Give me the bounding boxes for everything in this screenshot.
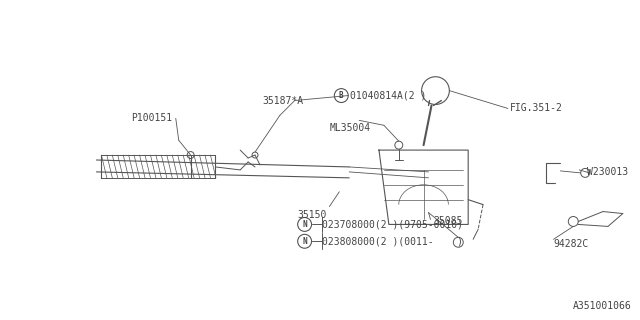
Text: N: N	[302, 237, 307, 246]
Text: P100151: P100151	[131, 113, 172, 124]
Text: 94282C: 94282C	[554, 239, 589, 249]
Text: N: N	[302, 220, 307, 229]
Text: ML35004: ML35004	[330, 123, 371, 133]
Text: A351001066: A351001066	[573, 301, 632, 311]
Text: 023808000(2 )(0011-    ): 023808000(2 )(0011- )	[323, 236, 463, 246]
Text: 01040814A(2 ): 01040814A(2 )	[350, 91, 427, 100]
Text: 35150: 35150	[298, 210, 327, 220]
Text: W230013: W230013	[587, 167, 628, 177]
Text: B: B	[339, 91, 344, 100]
Text: FIG.351-2: FIG.351-2	[510, 103, 563, 114]
Text: 023708000(2 )(9705-0010): 023708000(2 )(9705-0010)	[323, 220, 463, 229]
Text: 35187*A: 35187*A	[262, 96, 303, 106]
Text: 35085: 35085	[433, 216, 463, 227]
